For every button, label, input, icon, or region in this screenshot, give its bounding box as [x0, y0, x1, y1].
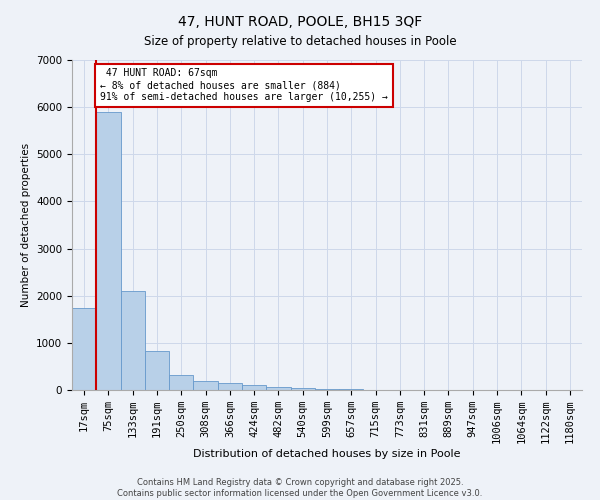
Bar [72, 308, 96, 390]
Text: Size of property relative to detached houses in Poole: Size of property relative to detached ho… [143, 35, 457, 48]
Bar [218, 382, 242, 390]
Y-axis label: Number of detached properties: Number of detached properties [20, 143, 31, 307]
Bar [96, 112, 121, 390]
Text: 47 HUNT ROAD: 67sqm
← 8% of detached houses are smaller (884)
91% of semi-detach: 47 HUNT ROAD: 67sqm ← 8% of detached hou… [100, 68, 388, 102]
Text: 47, HUNT ROAD, POOLE, BH15 3QF: 47, HUNT ROAD, POOLE, BH15 3QF [178, 15, 422, 29]
Bar [145, 352, 169, 390]
Bar [193, 381, 218, 390]
Bar [315, 388, 339, 390]
Text: Contains HM Land Registry data © Crown copyright and database right 2025.
Contai: Contains HM Land Registry data © Crown c… [118, 478, 482, 498]
Bar [266, 386, 290, 390]
Bar [169, 376, 193, 390]
Bar [121, 291, 145, 390]
X-axis label: Distribution of detached houses by size in Poole: Distribution of detached houses by size … [193, 449, 461, 459]
Bar [290, 388, 315, 390]
Bar [242, 385, 266, 390]
